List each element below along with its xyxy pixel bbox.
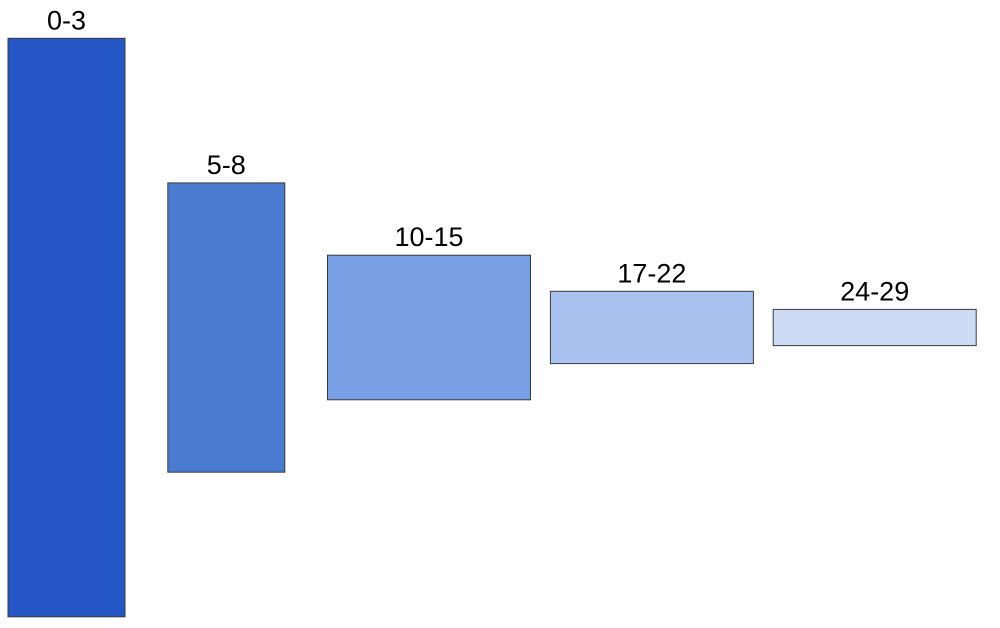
- bar-label-10-15: 10-15: [394, 222, 463, 252]
- bar-5-8: [167, 182, 286, 473]
- bar-24-29: [772, 308, 977, 347]
- bar-group-4: 24-29: [772, 276, 977, 347]
- bar-17-22: [549, 290, 754, 365]
- bar-10-15: [327, 254, 531, 401]
- bar-label-0-3: 0-3: [47, 5, 86, 35]
- bar-group-3: 17-22: [549, 258, 754, 365]
- bar-group-0: 0-3: [7, 5, 126, 618]
- bar-label-24-29: 24-29: [840, 276, 909, 306]
- bar-group-1: 5-8: [167, 150, 286, 473]
- bar-0-3: [7, 37, 126, 618]
- bar-group-2: 10-15: [327, 222, 531, 401]
- bar-label-17-22: 17-22: [617, 258, 686, 288]
- bar-label-5-8: 5-8: [207, 150, 246, 180]
